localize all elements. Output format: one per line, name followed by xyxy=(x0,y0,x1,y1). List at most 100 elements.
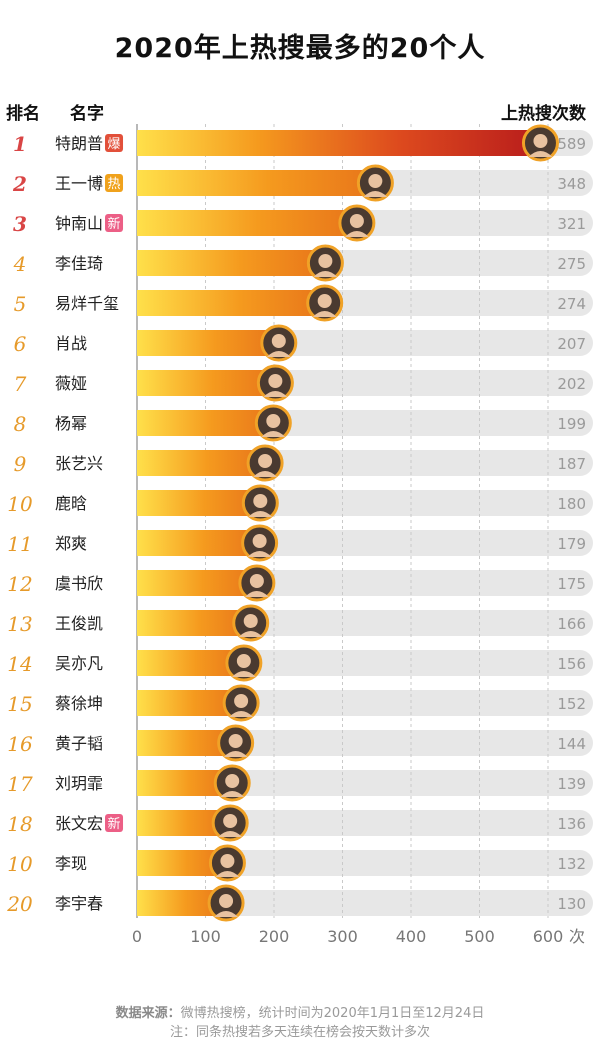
value-label: 175 xyxy=(557,575,586,593)
bar xyxy=(137,250,326,276)
avatar-shoulders xyxy=(223,751,248,757)
value-label: 156 xyxy=(557,655,586,673)
avatar-shoulders xyxy=(344,231,369,237)
bar xyxy=(137,210,357,236)
rank-label: 1 xyxy=(13,132,27,156)
bar xyxy=(137,530,260,556)
rank-label: 8 xyxy=(14,412,27,436)
badge-box xyxy=(105,814,124,832)
avatar-face xyxy=(228,734,243,748)
chart-title: 2020年上热搜最多的20个人 xyxy=(114,33,486,64)
value-label: 202 xyxy=(557,375,586,393)
bar xyxy=(137,130,541,156)
data-source-text: 微博热搜榜，统计时间为2020年1月1日至12月24日 xyxy=(180,1006,485,1021)
person-name: 黄子韬 xyxy=(55,734,103,753)
person-name: 郑爽 xyxy=(55,534,87,553)
value-label: 144 xyxy=(557,735,586,753)
data-source-label: 数据来源： xyxy=(115,1006,181,1021)
person-name: 张艺兴 xyxy=(55,454,103,473)
person-name: 蔡徐坤 xyxy=(55,694,103,713)
rank-label: 3 xyxy=(13,212,27,236)
rank-column-header: 排名 xyxy=(6,104,40,124)
avatar-shoulders xyxy=(248,511,273,517)
avatar-face xyxy=(234,694,249,708)
x-tick-label: 100 xyxy=(190,927,221,946)
avatar-face xyxy=(225,774,240,788)
bar-chart: 1 特朗普爆 589 2 王一博热 348 3 钟南山新 321 4 李佳琦 275 5 易烊千玺 274 6… xyxy=(6,124,593,946)
person-name: 杨幂 xyxy=(55,414,87,433)
data-source: 数据来源：微博热搜榜，统计时间为2020年1月1日至12月24日 xyxy=(0,1002,600,1021)
x-tick-label: 400 xyxy=(396,927,427,946)
bar-track xyxy=(137,890,593,916)
avatar-shoulders xyxy=(266,351,291,357)
badge-box xyxy=(105,134,124,152)
value-label: 152 xyxy=(557,695,586,713)
avatar-shoulders xyxy=(528,151,553,157)
rank-label: 16 xyxy=(7,732,33,756)
value-label: 179 xyxy=(557,535,586,553)
bar xyxy=(137,370,276,396)
person-name: 李佳琦 xyxy=(55,254,103,273)
avatar-face xyxy=(236,654,251,668)
avatar-shoulders xyxy=(218,831,243,837)
bar xyxy=(137,570,257,596)
avatar-face xyxy=(368,174,383,188)
avatar-face xyxy=(533,134,548,148)
badge-label: 爆 xyxy=(108,137,121,152)
avatar-face xyxy=(349,214,364,228)
badge-box xyxy=(105,214,124,232)
value-label: 166 xyxy=(557,615,586,633)
value-label: 321 xyxy=(557,215,586,233)
avatar-face xyxy=(252,534,267,548)
bar-track xyxy=(137,770,593,796)
avatar-shoulders xyxy=(261,431,286,437)
rank-label: 6 xyxy=(14,332,27,356)
avatar-face xyxy=(243,614,258,628)
avatar-shoulders xyxy=(244,591,269,597)
rank-label: 10 xyxy=(7,492,33,516)
avatar-face xyxy=(266,414,281,428)
rank-label: 17 xyxy=(7,772,33,796)
rank-label: 7 xyxy=(14,372,27,396)
avatar-shoulders xyxy=(263,391,288,397)
avatar-shoulders xyxy=(247,551,272,557)
person-name: 张文宏 xyxy=(55,814,103,833)
bar xyxy=(137,450,266,476)
avatar-shoulders xyxy=(231,671,256,677)
badge-label: 热 xyxy=(108,177,121,192)
person-name: 王俊凯 xyxy=(55,614,103,633)
rank-label: 9 xyxy=(14,452,27,476)
avatar-shoulders xyxy=(238,631,263,637)
avatar-shoulders xyxy=(253,471,278,477)
person-name: 肖战 xyxy=(55,334,87,353)
avatar-shoulders xyxy=(363,191,388,197)
avatar-shoulders xyxy=(214,911,239,917)
x-tick-label: 500 xyxy=(464,927,495,946)
rank-label: 20 xyxy=(6,892,33,916)
person-name: 吴亦凡 xyxy=(55,654,103,673)
value-label: 130 xyxy=(557,895,586,913)
x-axis-unit: 次 xyxy=(569,927,585,946)
badge-label: 新 xyxy=(108,816,121,832)
person-name: 刘玥霏 xyxy=(55,774,103,793)
avatar-face xyxy=(253,494,268,508)
avatar-shoulders xyxy=(313,271,338,277)
bar xyxy=(137,610,251,636)
value-label: 180 xyxy=(557,495,586,513)
value-label: 348 xyxy=(557,175,586,193)
avatar-face xyxy=(219,894,234,908)
person-name: 虞书欣 xyxy=(55,574,103,593)
value-label: 207 xyxy=(557,335,586,353)
avatar-face xyxy=(223,814,238,828)
x-tick-label: 600 xyxy=(533,927,564,946)
bar xyxy=(137,170,376,196)
person-name: 薇娅 xyxy=(55,374,87,393)
badge-label: 新 xyxy=(108,216,121,232)
name-column-header: 名字 xyxy=(70,104,104,124)
avatar-face xyxy=(220,854,235,868)
rank-label: 11 xyxy=(7,532,32,556)
avatar-face xyxy=(249,574,264,588)
x-tick-label: 300 xyxy=(327,927,358,946)
value-label: 136 xyxy=(557,815,586,833)
avatar-shoulders xyxy=(215,871,240,877)
